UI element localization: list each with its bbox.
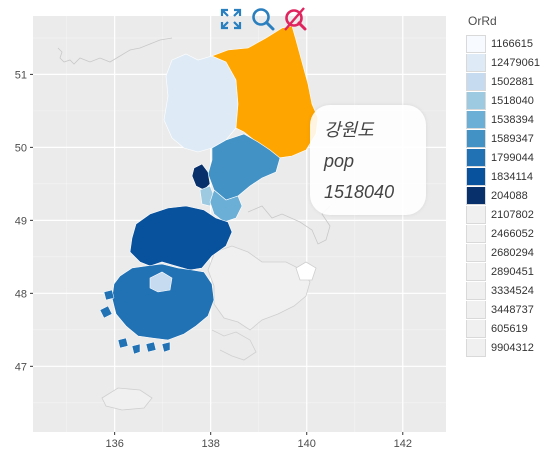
x-tick-label: 136 xyxy=(105,438,123,450)
legend-item[interactable]: 12479061 xyxy=(466,53,556,72)
legend-item[interactable]: 1502881 xyxy=(466,72,556,91)
legend-label: 3334524 xyxy=(491,284,534,297)
legend-label: 9904312 xyxy=(491,341,534,354)
legend-item[interactable]: 605619 xyxy=(466,319,556,338)
legend-item[interactable]: 1799044 xyxy=(466,148,556,167)
legend-label: 1518040 xyxy=(491,94,534,107)
x-tick-label: 138 xyxy=(202,438,220,450)
region-outline-coast xyxy=(211,329,257,361)
legend-label: 1834114 xyxy=(491,170,534,183)
legend-item[interactable]: 3334524 xyxy=(466,281,556,300)
legend-swatch xyxy=(466,186,486,205)
map-toolbar xyxy=(218,6,308,32)
tooltip-region-name: 강원도 xyxy=(324,120,374,140)
legend-item[interactable]: 2466052 xyxy=(466,224,556,243)
legend-label: 1538394 xyxy=(491,113,534,126)
clear-selection-icon[interactable] xyxy=(282,6,308,32)
region-northwest[interactable] xyxy=(163,53,239,153)
legend-swatch xyxy=(466,319,486,338)
legend-item[interactable]: 204088 xyxy=(466,186,556,205)
magnifier-icon[interactable] xyxy=(250,6,276,32)
regions[interactable] xyxy=(57,25,331,411)
legend-label: 1799044 xyxy=(491,151,534,164)
x-tick-label: 142 xyxy=(394,438,412,450)
legend-label: 3448737 xyxy=(491,303,534,316)
legend-item[interactable]: 9904312 xyxy=(466,338,556,357)
y-tick-label: 48 xyxy=(15,288,27,300)
region-outline-north xyxy=(57,37,173,65)
legend-label: 1589347 xyxy=(491,132,534,145)
region-central-large[interactable] xyxy=(129,205,233,271)
legend-label: 1502881 xyxy=(491,75,534,88)
legend-item[interactable]: 1834114 xyxy=(466,167,556,186)
tooltip-value: 1518040 xyxy=(324,182,395,202)
legend-swatch xyxy=(466,300,486,319)
legend-item[interactable]: 1538394 xyxy=(466,110,556,129)
legend-rows: 1166615 12479061 1502881 1518040 1538394 1589… xyxy=(466,34,556,357)
region-tooltip: 강원도 pop 1518040 xyxy=(310,105,426,215)
legend-item[interactable]: 3448737 xyxy=(466,300,556,319)
grid-lines xyxy=(33,16,446,432)
legend-swatch xyxy=(466,129,486,148)
x-tick-label: 140 xyxy=(298,438,316,450)
legend-swatch xyxy=(466,91,486,110)
legend-swatch xyxy=(466,262,486,281)
legend-label: 204088 xyxy=(491,189,528,202)
legend-swatch xyxy=(466,110,486,129)
region-central-strip[interactable] xyxy=(207,133,281,201)
region-outline-southeast xyxy=(207,245,311,331)
legend-label: 605619 xyxy=(491,322,528,335)
legend-item[interactable]: 2680294 xyxy=(466,243,556,262)
y-tick-label: 50 xyxy=(15,142,27,154)
region-southwest[interactable] xyxy=(111,263,215,341)
legend-label: 2680294 xyxy=(491,246,534,259)
tooltip-label: pop xyxy=(324,151,355,171)
y-tick-label: 47 xyxy=(15,361,27,373)
region-southwest-inner[interactable] xyxy=(149,271,173,293)
legend-swatch xyxy=(466,167,486,186)
y-tick-label: 49 xyxy=(15,215,27,227)
region-outline-east xyxy=(247,205,331,245)
legend-label: 1166615 xyxy=(491,37,534,50)
legend-swatch xyxy=(466,224,486,243)
legend-swatch xyxy=(466,338,486,357)
legend-label: 2890451 xyxy=(491,265,534,278)
region-mid-east[interactable] xyxy=(209,189,243,223)
legend-item[interactable]: 1589347 xyxy=(466,129,556,148)
legend-swatch xyxy=(466,205,486,224)
legend-swatch xyxy=(466,148,486,167)
legend-swatch xyxy=(466,53,486,72)
legend-item[interactable]: 1518040 xyxy=(466,91,556,110)
region-outline-island-south xyxy=(101,387,153,411)
legend-swatch xyxy=(466,34,486,53)
legend-item[interactable]: 2107802 xyxy=(466,205,556,224)
legend-swatch xyxy=(466,243,486,262)
legend-label: 2107802 xyxy=(491,208,534,221)
region-islands-southwest[interactable] xyxy=(99,289,171,355)
legend-item[interactable]: 2890451 xyxy=(466,262,556,281)
legend-label: 2466052 xyxy=(491,227,534,240)
region-outline-island-east xyxy=(295,261,317,281)
y-tick-label: 51 xyxy=(15,69,27,81)
legend-item[interactable]: 1166615 xyxy=(466,34,556,53)
legend-swatch xyxy=(466,72,486,91)
legend-title: OrRd xyxy=(468,14,497,28)
legend-label: 12479061 xyxy=(491,56,540,69)
legend: OrRd 1166615 12479061 1502881 1518040 153839… xyxy=(466,14,556,357)
fit-to-screen-icon[interactable] xyxy=(218,6,244,32)
legend-swatch xyxy=(466,281,486,300)
axes: 136 138 140 142 51 50 49 48 47 xyxy=(15,69,412,450)
